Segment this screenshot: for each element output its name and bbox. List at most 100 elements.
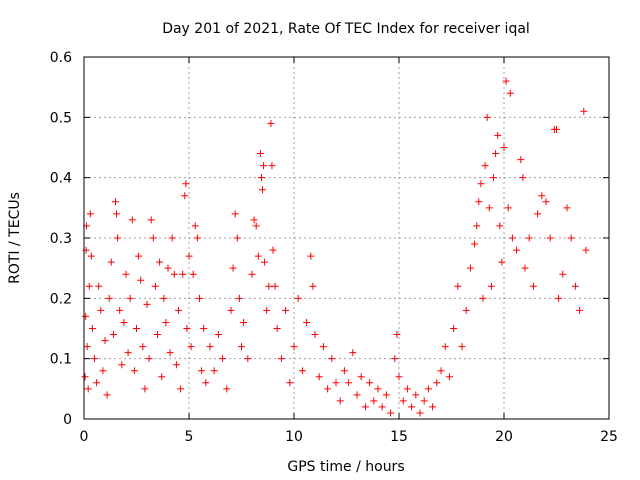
data-point <box>139 343 147 351</box>
data-point <box>85 282 93 290</box>
data-point <box>319 343 327 351</box>
data-point <box>185 252 193 260</box>
data-point <box>399 397 407 405</box>
data-point <box>408 403 416 411</box>
y-tick-label: 0.2 <box>50 291 72 307</box>
data-point <box>424 385 432 393</box>
data-point <box>366 379 374 387</box>
data-point <box>97 306 105 314</box>
data-point <box>395 373 403 381</box>
data-point <box>223 385 231 393</box>
data-point <box>433 379 441 387</box>
data-point <box>420 397 428 405</box>
x-tick-label: 25 <box>600 429 618 445</box>
data-point <box>553 125 560 133</box>
data-point <box>382 391 390 399</box>
data-point <box>378 403 386 411</box>
data-point <box>256 150 264 158</box>
data-point <box>181 192 189 200</box>
data-point <box>193 234 201 242</box>
y-tick-label: 0.6 <box>50 50 72 66</box>
data-point <box>290 343 298 351</box>
data-point <box>158 373 166 381</box>
data-point <box>156 258 164 266</box>
data-point <box>83 343 91 351</box>
data-point <box>441 343 449 351</box>
y-tick-label: 0.5 <box>50 110 72 126</box>
data-point <box>160 294 168 302</box>
data-point <box>487 282 495 290</box>
data-point <box>147 216 155 224</box>
data-point <box>483 113 491 121</box>
data-point <box>252 222 260 230</box>
data-point <box>248 270 256 278</box>
data-point <box>130 367 138 375</box>
data-point <box>214 331 222 339</box>
data-point <box>294 294 302 302</box>
data-point <box>187 343 195 351</box>
data-point <box>481 162 489 170</box>
data-point <box>309 282 317 290</box>
data-point <box>164 264 172 272</box>
data-point <box>473 222 481 230</box>
data-point <box>263 306 271 314</box>
data-point <box>454 282 462 290</box>
data-point <box>477 180 485 188</box>
data-point <box>494 131 502 139</box>
data-point <box>485 204 493 212</box>
data-point <box>506 89 514 97</box>
data-point <box>235 294 243 302</box>
data-point <box>233 234 241 242</box>
data-point <box>332 379 340 387</box>
x-tick-label: 10 <box>285 429 303 445</box>
data-point <box>244 355 252 363</box>
data-point <box>133 325 140 332</box>
data-point <box>412 391 420 399</box>
data-point <box>260 162 268 170</box>
data-point <box>571 282 579 290</box>
y-tick-label: 0 <box>63 412 72 428</box>
data-point <box>273 325 281 332</box>
data-point <box>370 397 378 405</box>
data-point <box>229 264 237 272</box>
data-point <box>261 258 269 266</box>
data-point <box>113 210 121 218</box>
data-point <box>141 385 149 393</box>
data-point <box>238 343 245 351</box>
data-point <box>521 264 529 272</box>
data-point <box>168 234 176 242</box>
data-point <box>534 210 542 218</box>
data-point <box>559 270 567 278</box>
data-point <box>282 306 290 314</box>
data-point <box>175 306 182 314</box>
data-point <box>458 343 466 351</box>
data-point <box>429 403 437 411</box>
data-point <box>84 385 92 393</box>
data-point <box>387 409 395 417</box>
data-point <box>315 373 323 381</box>
data-point <box>500 144 508 151</box>
data-point <box>271 282 279 290</box>
data-point <box>240 318 248 326</box>
data-point <box>191 222 199 230</box>
data-point <box>166 349 174 357</box>
data-point <box>555 294 563 302</box>
data-point <box>563 204 571 212</box>
data-point <box>268 162 276 170</box>
data-point <box>183 325 191 332</box>
data-point <box>196 294 203 302</box>
x-axis-label: GPS time / hours <box>287 459 404 475</box>
data-point <box>324 385 332 393</box>
data-point <box>82 312 90 320</box>
data-point <box>437 367 445 375</box>
data-point <box>450 325 458 332</box>
data-points <box>81 77 590 417</box>
data-point <box>502 77 510 85</box>
data-point <box>162 318 170 326</box>
x-tick-label: 20 <box>495 429 513 445</box>
x-tick-label: 5 <box>185 429 194 445</box>
data-point <box>170 270 178 278</box>
data-point <box>374 385 382 393</box>
data-point <box>257 174 265 182</box>
data-point <box>219 355 227 363</box>
